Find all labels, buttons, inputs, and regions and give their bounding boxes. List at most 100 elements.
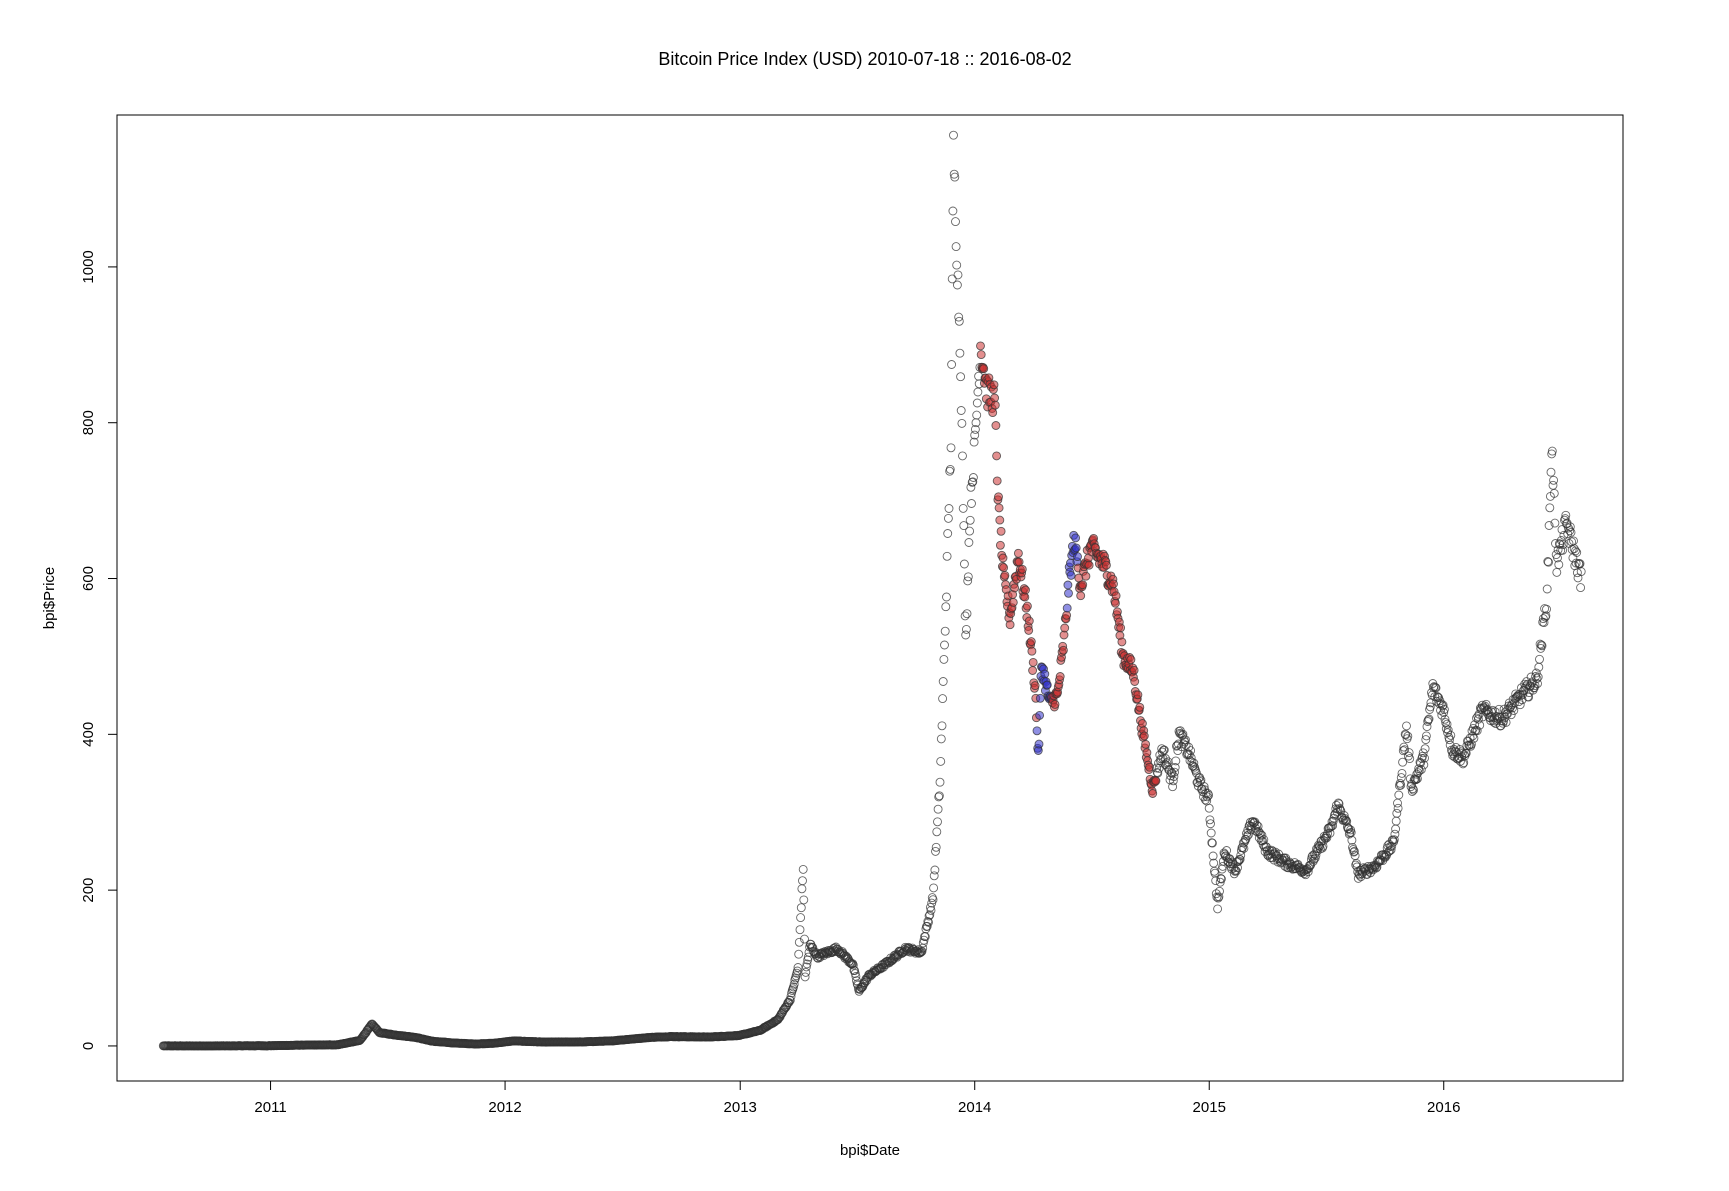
data-point: [1543, 557, 1553, 566]
data-point: [952, 280, 962, 290]
data-point: [798, 876, 807, 886]
data-point: [1380, 852, 1390, 862]
data-point: [1396, 773, 1406, 783]
data-point: [973, 387, 983, 397]
data-point: [968, 477, 978, 487]
data-point: [1172, 740, 1182, 750]
data-point: [951, 242, 961, 252]
data-point: [936, 756, 946, 766]
data-point-blue: [1042, 680, 1052, 690]
data-point: [1546, 467, 1556, 477]
data-point: [1411, 775, 1421, 785]
data-point-red: [1076, 591, 1086, 601]
data-point: [958, 503, 968, 513]
data-point: [1566, 527, 1576, 537]
data-point-red: [1008, 597, 1018, 607]
data-point: [1443, 725, 1453, 735]
data-point: [970, 430, 980, 440]
data-point: [941, 602, 951, 612]
data-point-red: [1017, 564, 1027, 574]
data-point-red: [988, 408, 998, 418]
data-point: [1572, 548, 1582, 557]
data-point: [801, 967, 811, 977]
data-point: [1239, 843, 1249, 853]
data-point: [925, 902, 935, 912]
data-point: [1394, 790, 1404, 800]
data-point: [963, 576, 973, 586]
data-point: [1187, 757, 1197, 767]
data-point: [1391, 824, 1401, 834]
x-tick-label: 2012: [488, 1099, 521, 1116]
data-point: [1545, 503, 1555, 513]
data-point: [792, 966, 802, 976]
data-point: [1473, 714, 1483, 724]
data-point-red: [1111, 591, 1121, 601]
y-tick-label: 1000: [80, 250, 97, 283]
data-point: [1442, 719, 1452, 729]
data-point: [1318, 841, 1328, 851]
data-point: [1565, 526, 1575, 536]
data-point: [1351, 860, 1361, 870]
x-tick-label: 2011: [254, 1099, 286, 1116]
data-point: [800, 934, 809, 944]
data-point: [1231, 865, 1241, 875]
data-point-red: [990, 400, 1000, 410]
data-point: [1339, 811, 1349, 820]
data-point-red: [1148, 789, 1158, 798]
data-point: [798, 864, 808, 874]
data-point: [1168, 776, 1178, 786]
data-point-blue: [1035, 693, 1045, 703]
data-point: [1535, 639, 1545, 649]
chart-title: Bitcoin Price Index (USD) 2010-07-18 :: …: [658, 49, 1071, 69]
data-point: [966, 482, 976, 492]
data-point: [1416, 765, 1426, 775]
data-point-red: [1024, 616, 1034, 626]
data-point: [939, 654, 949, 664]
data-point: [1243, 830, 1253, 840]
data-point: [1419, 760, 1429, 770]
data-point: [928, 895, 938, 905]
data-point: [1338, 815, 1348, 825]
data-point: [1204, 803, 1214, 813]
data-point: [970, 424, 980, 434]
data-point-red: [1026, 637, 1036, 647]
data-point: [1401, 730, 1411, 740]
data-point-red: [1145, 762, 1154, 772]
data-point: [1210, 868, 1220, 878]
data-point: [794, 937, 804, 947]
data-point: [1440, 714, 1450, 724]
data-point: [972, 398, 982, 408]
data-point: [967, 477, 977, 487]
data-point: [1544, 557, 1553, 567]
data-point-red: [995, 540, 1005, 550]
data-point: [1517, 695, 1527, 705]
data-point: [799, 895, 809, 905]
y-tick-label: 400: [80, 722, 97, 747]
data-point: [1542, 584, 1552, 594]
data-point: [1311, 850, 1321, 860]
data-point-blue: [1034, 739, 1044, 749]
data-point-red: [1055, 672, 1065, 681]
data-point: [1372, 862, 1382, 872]
data-point-red: [1139, 731, 1149, 741]
data-point-red: [998, 553, 1008, 563]
data-point-blue: [1071, 543, 1081, 553]
data-point: [1323, 824, 1333, 834]
data-point: [1481, 699, 1491, 709]
data-point-red: [994, 492, 1003, 502]
data-point: [1549, 488, 1559, 498]
data-point: [1233, 857, 1243, 867]
data-point: [1424, 714, 1434, 724]
data-point: [964, 538, 974, 547]
data-point-blue: [1066, 570, 1076, 580]
data-point: [943, 513, 953, 523]
data-point: [949, 130, 958, 140]
y-axis-label: bpi$Price: [41, 567, 58, 630]
data-point: [1238, 843, 1248, 852]
data-point-red: [1141, 739, 1151, 749]
data-point: [1305, 861, 1315, 871]
y-tick-label: 800: [80, 410, 97, 435]
data-point: [1216, 874, 1226, 884]
data-point: [1576, 567, 1586, 577]
